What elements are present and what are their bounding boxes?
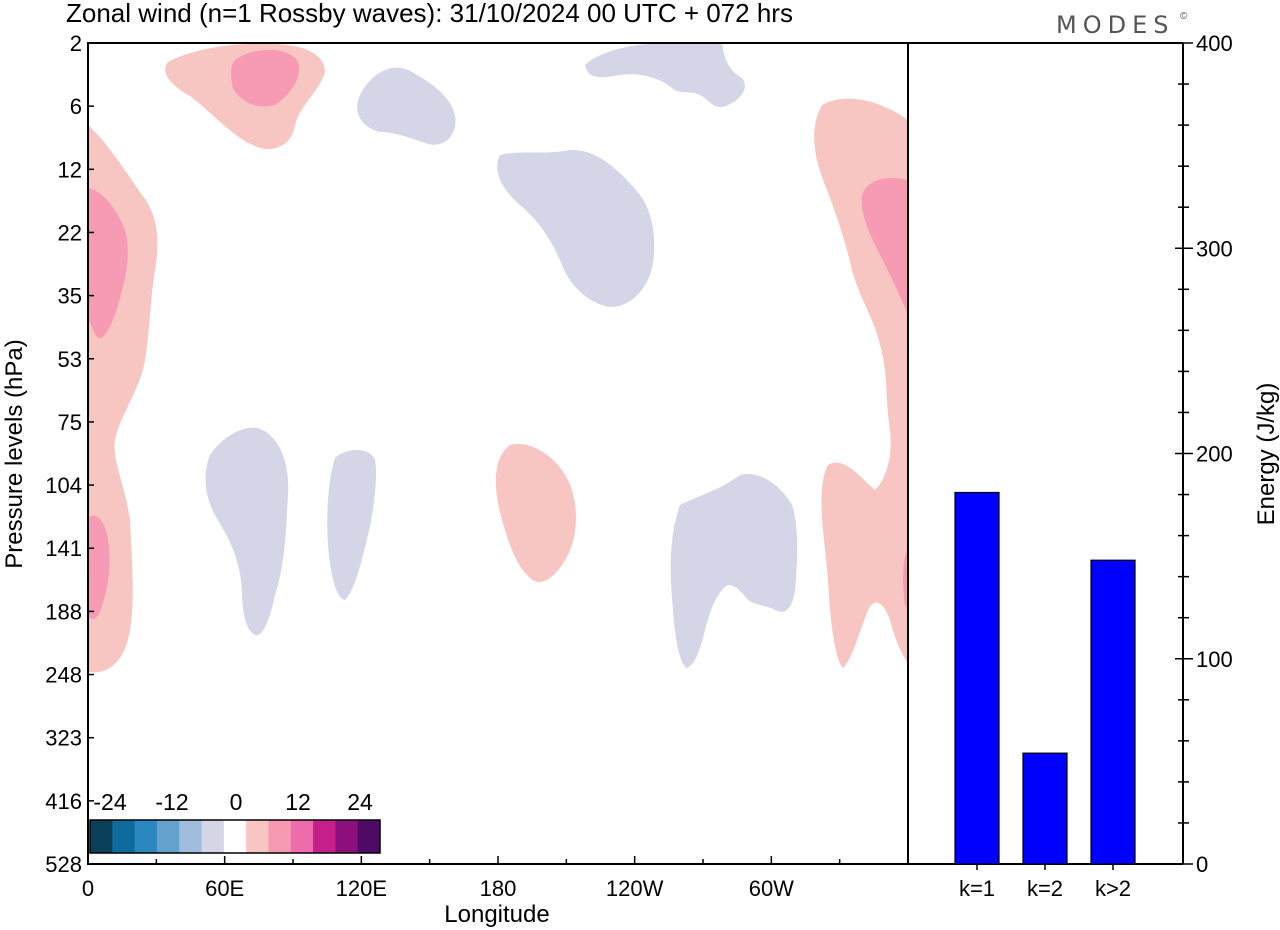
bar-y-tick-label: 200 [1196, 442, 1233, 467]
energy-bar [954, 491, 1000, 865]
contour-positive-mid-left-top [88, 188, 128, 339]
bar-category-label: k=1 [959, 876, 995, 901]
colorbar-label: -24 [93, 789, 126, 815]
colorbar-label: -12 [155, 789, 188, 815]
y-tick-label: 416 [45, 789, 82, 814]
y-tick-label: 188 [45, 599, 82, 624]
x-tick-label: 60W [749, 876, 794, 901]
modes-logo: MODES [1056, 11, 1174, 39]
colorbar-swatch [335, 820, 359, 853]
colorbar-swatch [223, 820, 247, 853]
colorbar-swatch [156, 820, 180, 853]
contour-positive-mid-upper-eastern [230, 49, 300, 107]
y-tick-label: 12 [58, 157, 82, 182]
contour-y-axis-label: Pressure levels (hPa) [1, 339, 28, 568]
contour-x-axis-label: Longitude [444, 901, 549, 928]
y-tick-label: 6 [70, 94, 82, 119]
contour-positive-mid-right-top [861, 177, 908, 315]
x-tick-label: 120W [606, 876, 664, 901]
y-tick-label: 53 [58, 347, 82, 372]
colorbar-swatch [268, 820, 292, 853]
y-tick-label: 35 [58, 284, 82, 309]
colorbar-swatch [246, 820, 269, 853]
colorbar-swatch [201, 820, 225, 853]
y-tick-label: 528 [45, 852, 82, 877]
energy-bar [1090, 559, 1136, 865]
logo-mark: © [1180, 11, 1188, 22]
y-tick-label: 323 [45, 726, 82, 751]
contour-negative-troposphere-110e [327, 450, 377, 600]
contour-negative-troposphere-60e [205, 427, 289, 636]
colorbar-swatch [313, 820, 336, 853]
contour-positive-mid-right-bottom [903, 548, 908, 610]
y-tick-label: 22 [58, 220, 82, 245]
colorbar-label: 12 [285, 789, 311, 815]
bar-y-tick-label: 300 [1196, 236, 1233, 261]
y-tick-label: 141 [45, 536, 82, 561]
contour-panel [88, 43, 908, 673]
colorbar: -24 -12 0 12 24 [89, 789, 381, 854]
bar-category-label: k=2 [1027, 876, 1063, 901]
colorbar-label: 24 [347, 789, 373, 815]
contour-negative-stratosphere-180 [497, 149, 655, 307]
colorbar-label: 0 [230, 789, 243, 815]
x-tick-label: 180 [480, 876, 517, 901]
bar-y-tick-label: 400 [1196, 31, 1233, 56]
colorbar-frame [89, 819, 381, 854]
contour-positive-weak-dateline [495, 444, 576, 582]
y-tick-label: 75 [58, 410, 82, 435]
y-tick-label: 2 [70, 31, 82, 56]
energy-bar [1022, 752, 1068, 865]
bar-y-axis-label: Energy (J/kg) [1253, 383, 1280, 526]
bar-y-tick-label: 100 [1196, 647, 1233, 672]
contour-positive-mid-left-bottom [88, 515, 110, 620]
y-tick-label: 104 [45, 473, 82, 498]
colorbar-swatch [134, 820, 158, 853]
contour-negative-upper-120e [357, 67, 456, 145]
contour-negative-upper-160w [585, 43, 745, 108]
chart-title: Zonal wind (n=1 Rossby waves): 31/10/202… [66, 0, 793, 28]
bar-y-tick-label: 0 [1196, 852, 1208, 877]
bar-panel: 0 100 200 300 400 k=1 k=2 k>2 [908, 31, 1233, 901]
x-tick-label: 60E [205, 876, 244, 901]
bar-category-label: k>2 [1095, 876, 1131, 901]
y-tick-label: 248 [45, 663, 82, 688]
x-tick-label: 120E [336, 876, 387, 901]
colorbar-swatch [90, 820, 113, 853]
colorbar-swatch [179, 820, 203, 853]
colorbar-swatch [290, 820, 314, 853]
x-tick-label: 0 [82, 876, 94, 901]
colorbar-swatch [112, 820, 136, 853]
contour-negative-troposphere-90w [670, 474, 798, 668]
colorbar-swatch [357, 820, 381, 853]
